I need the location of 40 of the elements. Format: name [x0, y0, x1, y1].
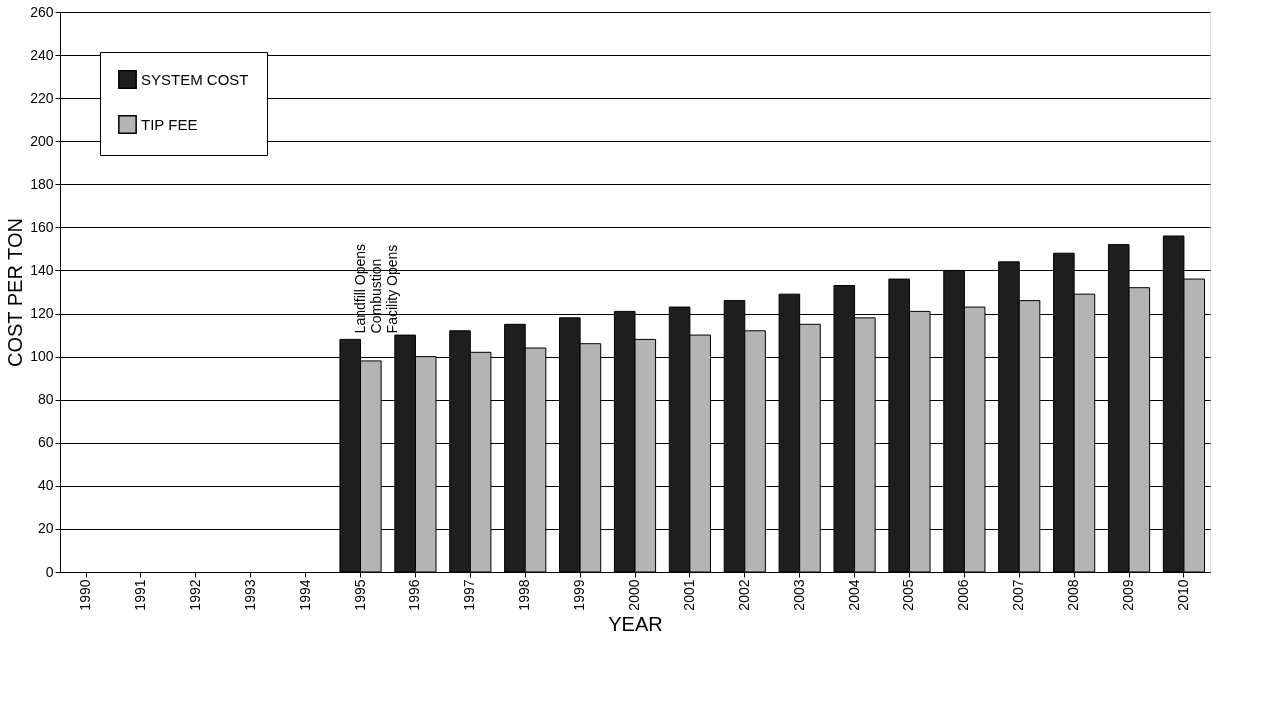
y-tick-label: 40: [37, 477, 54, 494]
annotation: Landfill Opens Combustion Facility Opens: [351, 243, 400, 334]
x-tick-label: 1994: [296, 579, 313, 611]
legend-label: TIP FEE: [141, 115, 198, 133]
x-tick-label: 2003: [790, 579, 807, 611]
x-tick-label: 2000: [626, 579, 642, 611]
y-axis-title: COST PER TON: [4, 218, 27, 367]
legend-label: SYSTEM COST: [141, 70, 249, 88]
y-tick-label: 140: [30, 261, 54, 278]
x-tick-label: 1995: [351, 579, 368, 611]
y-tick-label: 100: [30, 348, 54, 365]
y-tick-label: 20: [37, 520, 54, 537]
y-tick-label: 240: [30, 46, 54, 63]
y-tick-label: 80: [37, 391, 54, 408]
y-tick-label: 200: [30, 132, 54, 149]
x-tick-label: 1991: [131, 579, 148, 611]
x-tick-label: 1998: [516, 579, 533, 611]
y-tick-label: 260: [30, 3, 54, 20]
x-tick-label: 2010: [1174, 579, 1191, 611]
x-tick-label: 2004: [845, 579, 862, 611]
x-tick-label: 2008: [1065, 579, 1082, 611]
x-tick-label: 2005: [900, 579, 917, 611]
y-tick-label: 60: [37, 434, 54, 451]
y-tick-label: 220: [30, 89, 54, 106]
x-tick-label: 2009: [1120, 579, 1137, 611]
x-tick-label: 2001: [680, 579, 697, 611]
x-tick-label: 1996: [406, 579, 423, 611]
x-tick-label: 1993: [241, 579, 258, 611]
y-tick-label: 120: [30, 305, 54, 322]
y-tick-label: 180: [30, 175, 54, 192]
y-tick-label: 0: [45, 563, 54, 580]
x-tick-label: 2002: [735, 579, 752, 611]
x-tick-label: 2006: [955, 579, 972, 611]
x-tick-label: 2007: [1010, 579, 1027, 611]
y-tick-label: 160: [30, 218, 54, 235]
x-tick-label: 1990: [77, 579, 94, 611]
x-tick-label: 1992: [186, 579, 203, 611]
x-tick-label: 1999: [571, 579, 588, 611]
x-tick-label: 1997: [461, 579, 478, 611]
x-axis-title: YEAR: [608, 612, 663, 635]
